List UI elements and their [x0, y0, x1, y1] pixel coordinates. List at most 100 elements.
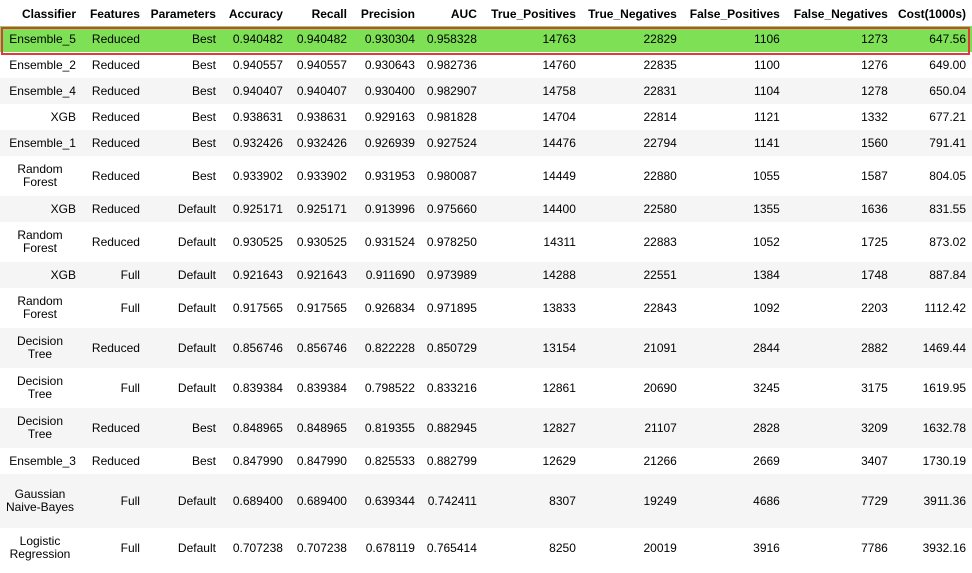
table-row[interactable]: Random Forest Full Default 0.917565 0.917565… [0, 288, 972, 328]
table-cell: 22580 [581, 196, 683, 222]
table-cell: 0.958328 [420, 26, 483, 52]
table-row[interactable]: XGB Reduced Best 0.938631 0.938631 0.929163 0.… [0, 104, 972, 130]
table-cell: 1141 [682, 130, 786, 156]
table-cell: 2828 [682, 408, 786, 448]
table-row[interactable]: Ensemble_3 Reduced Best 0.847990 0.847990 0.8… [0, 448, 972, 474]
table-cell: 1636 [785, 196, 894, 222]
table-cell: 12629 [482, 448, 582, 474]
table-cell: 0.819355 [352, 408, 421, 448]
table-cell: 2669 [682, 448, 786, 474]
table-cell: Default [145, 262, 222, 288]
table-row[interactable]: Gaussian Naive-Bayes Full Default 0.689400 0… [0, 474, 972, 528]
column-header[interactable]: Recall [311, 7, 347, 21]
table-cell: 0.940407 [221, 78, 289, 104]
table-cell: 14449 [482, 156, 582, 196]
table-cell: 1092 [682, 288, 786, 328]
table-cell: 0.882799 [420, 448, 483, 474]
table-row[interactable]: Ensemble_5 Reduced Best 0.940482 0.940482 0.9… [0, 26, 972, 52]
table-cell: 1273 [785, 26, 894, 52]
table-cell: 0.911690 [352, 262, 421, 288]
table-cell: Best [145, 448, 222, 474]
column-header[interactable]: Accuracy [228, 7, 283, 21]
table-row[interactable]: XGB Reduced Default 0.925171 0.925171 0.91399… [0, 196, 972, 222]
table-cell: Reduced [81, 52, 146, 78]
table-cell: Reduced [81, 156, 146, 196]
table-cell: Best [145, 130, 222, 156]
table-cell: 1560 [785, 130, 894, 156]
column-header[interactable]: False_Negatives [793, 7, 888, 21]
table-cell: 647.56 [893, 26, 972, 52]
table-cell: 22814 [581, 104, 683, 130]
table-cell: Best [145, 408, 222, 448]
table-row[interactable]: Decision Tree Reduced Best 0.848965 0.848965… [0, 408, 972, 448]
table-cell: 0.932426 [288, 130, 353, 156]
table-cell: Best [145, 78, 222, 104]
table-cell: Best [145, 104, 222, 130]
table-cell: Default [145, 196, 222, 222]
table-cell: Decision Tree [0, 328, 82, 368]
table-cell: 0.971895 [420, 288, 483, 328]
table-cell: Ensemble_5 [0, 26, 82, 52]
table-cell: 0.882945 [420, 408, 483, 448]
table-row[interactable]: Ensemble_4 Reduced Best 0.940407 0.940407 0.9… [0, 78, 972, 104]
table-row[interactable]: Ensemble_2 Reduced Best 0.940557 0.940557 0.9… [0, 52, 972, 78]
table-cell: 0.707238 [288, 528, 353, 568]
column-header[interactable]: True_Negatives [588, 7, 677, 21]
table-cell: 1052 [682, 222, 786, 262]
table-cell: 3911.36 [893, 474, 972, 528]
table-cell: 0.639344 [352, 474, 421, 528]
table-cell: 1106 [682, 26, 786, 52]
table-cell: 3916 [682, 528, 786, 568]
table-cell: 14288 [482, 262, 582, 288]
table-cell: 1112.42 [893, 288, 972, 328]
table-cell: 12861 [482, 368, 582, 408]
table-cell: 0.930525 [288, 222, 353, 262]
column-header[interactable]: Classifier [21, 7, 76, 21]
table-cell: 1276 [785, 52, 894, 78]
table-row[interactable]: Decision Tree Full Default 0.839384 0.839384… [0, 368, 972, 408]
table-cell: 0.856746 [288, 328, 353, 368]
table-cell: 0.847990 [288, 448, 353, 474]
table-row[interactable]: Ensemble_1 Reduced Best 0.932426 0.932426 0.9… [0, 130, 972, 156]
table-cell: 677.21 [893, 104, 972, 130]
table-row[interactable]: Decision Tree Reduced Default 0.856746 0.856… [0, 328, 972, 368]
table-cell: 0.940482 [288, 26, 353, 52]
table-cell: 0.839384 [221, 368, 289, 408]
table-cell: XGB [0, 262, 82, 288]
table-cell: 22883 [581, 222, 683, 262]
table-cell: 3932.16 [893, 528, 972, 568]
table-cell: Ensemble_1 [0, 130, 82, 156]
table-cell: 1384 [682, 262, 786, 288]
table-cell: Default [145, 222, 222, 262]
table-cell: 0.850729 [420, 328, 483, 368]
table-cell: Default [145, 528, 222, 568]
table-cell: 3407 [785, 448, 894, 474]
table-cell: 649.00 [893, 52, 972, 78]
table-cell: 0.940557 [288, 52, 353, 78]
table-cell: 0.798522 [352, 368, 421, 408]
table-cell: 14400 [482, 196, 582, 222]
table-cell: Decision Tree [0, 368, 82, 408]
column-header[interactable]: False_Positives [689, 7, 780, 21]
column-header[interactable]: True_Positives [491, 7, 576, 21]
column-header[interactable]: Parameters [150, 7, 216, 21]
table-row[interactable]: Logistic Regression Full Default 0.707238 0.… [0, 528, 972, 568]
table-row[interactable]: XGB Full Default 0.921643 0.921643 0.911690 0.… [0, 262, 972, 288]
column-header[interactable]: Precision [360, 7, 415, 21]
table-cell: 0.980087 [420, 156, 483, 196]
table-cell: 1632.78 [893, 408, 972, 448]
table-cell: 0.927524 [420, 130, 483, 156]
table-cell: 0.930304 [352, 26, 421, 52]
table-body: Ensemble_5 Reduced Best 0.940482 0.940482 0.9… [0, 26, 972, 568]
table-cell: Full [81, 262, 146, 288]
table-cell: Default [145, 328, 222, 368]
column-header[interactable]: AUC [450, 7, 477, 21]
table-cell: 0.742411 [420, 474, 483, 528]
table-row[interactable]: Random Forest Reduced Best 0.933902 0.933902… [0, 156, 972, 196]
table-row[interactable]: Random Forest Reduced Default 0.930525 0.930… [0, 222, 972, 262]
table-cell: 1748 [785, 262, 894, 288]
column-header[interactable]: Cost(1000s) [897, 7, 966, 21]
table-cell: 0.982736 [420, 52, 483, 78]
table-cell: Reduced [81, 104, 146, 130]
column-header[interactable]: Features [89, 7, 140, 21]
